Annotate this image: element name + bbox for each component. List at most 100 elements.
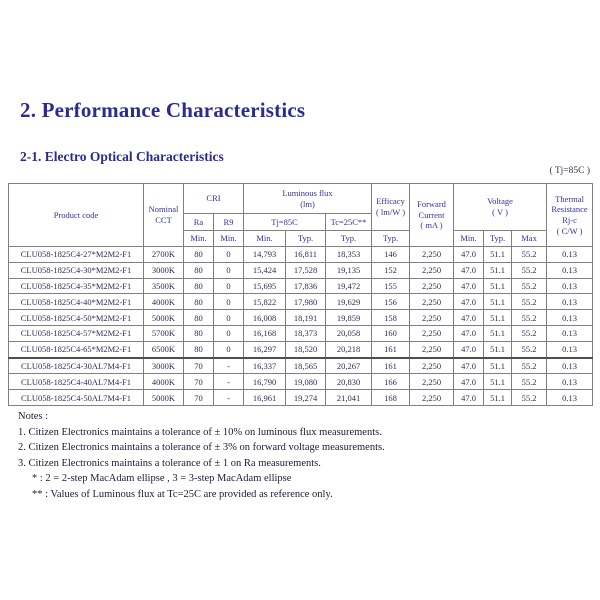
cell-flux-tj85-typ: 18,520 (285, 340, 327, 359)
header-efficacy: Efficacy ( lm/W ) (371, 183, 411, 231)
cell-voltage-max: 55.2 (511, 324, 548, 342)
cell-cri-ra-min: 70 (183, 373, 214, 391)
cell-flux-tc25-typ: 20,058 (325, 324, 373, 342)
cell-voltage-max: 55.2 (511, 356, 548, 375)
cell-efficacy-typ: 146 (371, 246, 411, 263)
cell-forward-current: 2,250 (409, 309, 455, 326)
table-row: CLU058-1825C4-40AL7M4-F1 4000K 70-16,790 19… (8, 373, 594, 391)
table-row: CLU058-1825C4-50*M2M2-F1 5000K 80 0 16,008 18… (8, 309, 594, 326)
cell-flux-tj85-typ: 19,274 (285, 389, 327, 406)
cell-cri-r9-min: 0 (212, 340, 245, 359)
cell-thermal-resistance: 0.13 (546, 389, 594, 406)
cell-thermal-resistance: 0.13 (546, 293, 594, 311)
cell-cri-r9-min: 0 (212, 293, 245, 311)
table-row: CLU058-1825C4-65*M2M2-F1 6500K 80 0 16,297 18… (8, 340, 594, 359)
cell-nominal-cct: 4000K (143, 373, 184, 391)
cell-flux-tj85-min: 14,793 (243, 246, 287, 263)
cell-nominal-cct: 3000K (143, 261, 184, 279)
cell-thermal-resistance: 0.13 (546, 324, 594, 342)
cell-efficacy-typ: 161 (371, 356, 411, 375)
cell-product-code: CLU058-1825C4-57*M2M2-F1 (8, 324, 144, 342)
cell-forward-current: 2,250 (409, 324, 455, 342)
header-row-2: Ra R9 Tj=85C Tc=25C** (9, 213, 593, 231)
header-tj85: Tj=85C (243, 213, 327, 231)
cell-cri-r9-min: 0 (212, 261, 245, 279)
table-row: CLU058-1825C4-30*M2M2-F1 3000K 80 0 15,424 17… (8, 261, 594, 279)
electro-optical-characteristics-table: Product code Nominal CCT CRI Luminous fl… (8, 183, 594, 406)
cell-voltage-min: 47.0 (453, 356, 485, 375)
cell-flux-tc25-typ: 20,267 (325, 356, 373, 375)
header-tc25: Tc=25C** (325, 213, 373, 231)
cell-voltage-min: 47.0 (453, 373, 485, 391)
cell-forward-current: 2,250 (409, 261, 455, 279)
cell-thermal-resistance: 0.13 (546, 277, 594, 295)
cell-thermal-resistance: 0.13 (546, 261, 594, 279)
header-voltage-typ: Typ. (483, 230, 513, 247)
table-body: CLU058-1825C4-27*M2M2-F1 2700K 80 0 14,793 16… (8, 246, 594, 406)
cell-voltage-max: 55.2 (511, 309, 548, 326)
cell-product-code: CLU058-1825C4-40AL7M4-F1 (8, 373, 144, 391)
section-title: 2. Performance Characteristics (20, 98, 306, 122)
cell-cri-r9-min: - (212, 373, 245, 391)
header-product-code: Product code (8, 183, 144, 247)
cell-cri-r9-min: 0 (212, 324, 245, 342)
cell-efficacy-typ: 160 (371, 324, 411, 342)
header-voltage-max: Max (511, 230, 548, 247)
cell-voltage-typ: 51.1 (483, 261, 513, 279)
cell-flux-tj85-typ: 17,836 (285, 277, 327, 295)
header-row-3: Min. Min. Min. Typ. Typ. Typ. Min. Typ. … (9, 230, 593, 247)
header-r9-min: Min. (212, 230, 245, 247)
cell-cri-ra-min: 80 (183, 293, 214, 311)
header-ra-min: Min. (183, 230, 214, 247)
cell-voltage-min: 47.0 (453, 277, 485, 295)
cell-efficacy-typ: 155 (371, 277, 411, 295)
cell-cri-ra-min: 70 (183, 356, 214, 375)
cell-voltage-typ: 51.1 (483, 246, 513, 263)
cell-product-code: CLU058-1825C4-40*M2M2-F1 (8, 293, 144, 311)
cell-forward-current: 2,250 (409, 340, 455, 359)
cell-flux-tj85-min: 15,424 (243, 261, 287, 279)
cell-flux-tj85-typ: 18,191 (285, 309, 327, 326)
cell-product-code: CLU058-1825C4-50*M2M2-F1 (8, 309, 144, 326)
cell-cri-ra-min: 80 (183, 324, 214, 342)
cell-cri-ra-min: 80 (183, 309, 214, 326)
cell-voltage-max: 55.2 (511, 261, 548, 279)
cell-product-code: CLU058-1825C4-65*M2M2-F1 (8, 340, 144, 359)
notes-block: Notes : 1. Citizen Electronics maintains… (18, 409, 385, 502)
header-nominal-cct: Nominal CCT (143, 183, 184, 247)
header-voltage: Voltage ( V ) (453, 183, 548, 231)
note-item-2: 2. Citizen Electronics maintains a toler… (18, 442, 385, 453)
cell-voltage-typ: 51.1 (483, 389, 513, 406)
table-row: CLU058-1825C4-35*M2M2-F1 3500K 80 0 15,695 17… (8, 277, 594, 295)
cell-thermal-resistance: 0.13 (546, 356, 594, 375)
cell-flux-tj85-typ: 19,080 (285, 373, 327, 391)
header-row-1: Product code Nominal CCT CRI Luminous fl… (8, 183, 594, 247)
header-ra: Ra (183, 213, 214, 231)
cell-voltage-min: 47.0 (453, 293, 485, 311)
cell-product-code: CLU058-1825C4-35*M2M2-F1 (8, 277, 144, 295)
cell-flux-tc25-typ: 20,830 (325, 373, 373, 391)
cell-cri-r9-min: - (212, 389, 245, 406)
cell-nominal-cct: 2700K (143, 246, 184, 263)
cell-flux-tc25-typ: 19,629 (325, 293, 373, 311)
cell-flux-tc25-typ: 19,859 (325, 309, 373, 326)
cell-nominal-cct: 5700K (143, 324, 184, 342)
cell-forward-current: 2,250 (409, 356, 455, 375)
cell-voltage-typ: 51.1 (483, 340, 513, 359)
cell-thermal-resistance: 0.13 (546, 373, 594, 391)
note-item-3: 3. Citizen Electronics maintains a toler… (18, 457, 321, 469)
cell-flux-tj85-typ: 17,980 (285, 293, 327, 311)
cell-flux-tc25-typ: 19,472 (325, 277, 373, 295)
cell-cri-ra-min: 80 (183, 277, 214, 295)
cell-voltage-typ: 51.1 (483, 324, 513, 342)
cell-efficacy-typ: 166 (371, 373, 411, 391)
cell-nominal-cct: 5000K (143, 309, 184, 326)
subsection-title: 2-1. Electro Optical Characteristics (20, 149, 224, 164)
cell-efficacy-typ: 168 (371, 389, 411, 406)
cell-voltage-min: 47.0 (453, 340, 485, 359)
cell-flux-tj85-min: 16,297 (243, 340, 287, 359)
cell-flux-tj85-min: 15,822 (243, 293, 287, 311)
header-luminous-flux: Luminous flux (lm) (243, 183, 373, 214)
table-row: CLU058-1825C4-57*M2M2-F1 5700K 80 0 16,168 18… (8, 324, 594, 342)
